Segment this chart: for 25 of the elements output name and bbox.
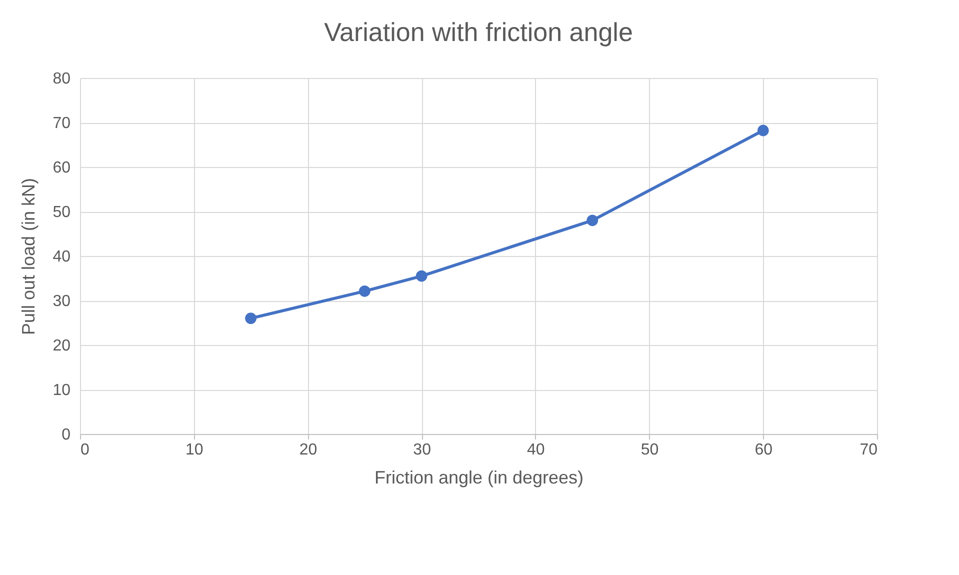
- y-tick-label: 10: [52, 382, 71, 399]
- y-axis-title: Pull out load (in kN): [18, 178, 39, 336]
- y-tick-label: 20: [52, 338, 71, 354]
- x-tick-label: 40: [527, 442, 545, 458]
- x-tick-label: 30: [413, 442, 432, 458]
- x-axis-title: Friction angle (in degrees): [374, 468, 584, 488]
- y-tick-label: 40: [52, 248, 71, 266]
- y-tick-label: 30: [52, 293, 71, 310]
- x-tick-label: 60: [754, 442, 773, 458]
- x-tick-label: 70: [860, 442, 878, 458]
- x-tick-label: 20: [299, 442, 318, 458]
- y-tick-label: 80: [52, 70, 71, 88]
- point: [416, 270, 428, 282]
- point: [757, 124, 769, 136]
- x-tick-label: 10: [185, 442, 204, 458]
- y-tick-label: 60: [52, 160, 71, 176]
- chart-title: Variation with friction angle: [324, 17, 633, 47]
- x-tick-label: 0: [80, 442, 90, 458]
- y-tick-label: 50: [52, 204, 71, 221]
- point: [586, 214, 598, 226]
- x-tick-label: 50: [640, 442, 659, 458]
- y-tick-label: 0: [62, 426, 71, 444]
- y-tick-label: 70: [52, 115, 71, 132]
- point: [358, 285, 370, 297]
- point: [245, 312, 256, 324]
